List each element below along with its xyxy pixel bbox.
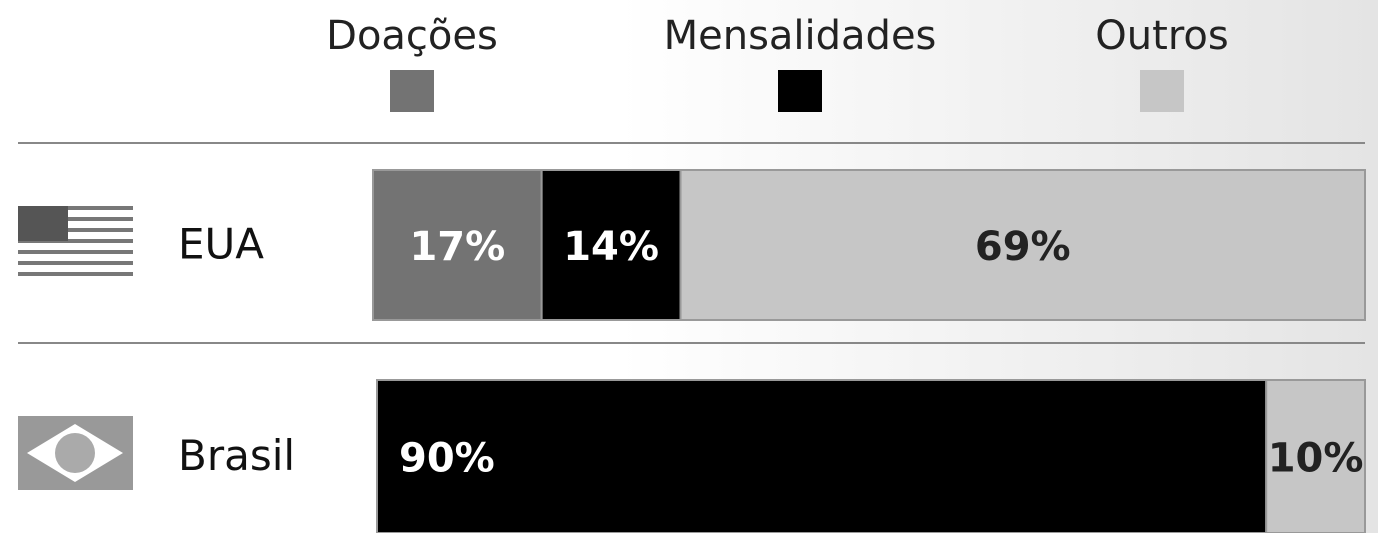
legend-label: Mensalidades [664, 13, 937, 59]
value-label: 90% [399, 436, 495, 482]
bar-segment [1265, 379, 1366, 533]
legend-label: Doações [326, 13, 498, 59]
category-label: Brasil [178, 431, 295, 480]
legend-swatch [1140, 70, 1184, 112]
legend-swatch [778, 70, 822, 112]
value-label: 14% [563, 224, 659, 270]
legend-label: Outros [1095, 13, 1228, 59]
bar-segment [679, 169, 1366, 321]
category-label: EUA [178, 220, 264, 269]
flag-usa [18, 206, 133, 280]
value-label: 10% [1268, 436, 1364, 482]
value-label: 17% [409, 224, 505, 270]
value-label: 69% [975, 224, 1071, 270]
bar-segment [376, 379, 1268, 533]
flag-brazil [18, 416, 133, 490]
legend-swatch [390, 70, 434, 112]
